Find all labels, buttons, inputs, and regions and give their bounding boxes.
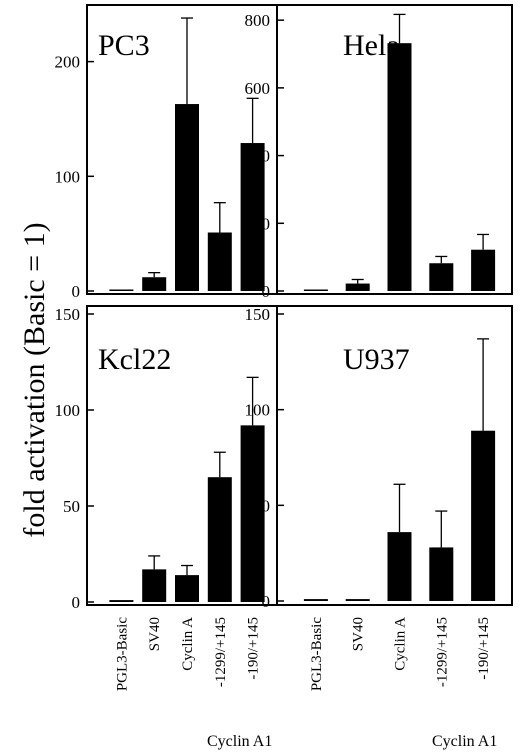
y-tick-label: 200 (245, 214, 271, 233)
y-tick-label: 100 (55, 401, 81, 420)
bar (429, 263, 454, 291)
panel-title: U937 (343, 343, 410, 376)
x-tick-label: -1299/+145 (434, 617, 450, 687)
x-tick-label: Cyclin A (180, 617, 196, 671)
x-tick-label: PGL3-Basic (114, 617, 130, 692)
y-tick-label: 800 (245, 11, 271, 30)
y-tick-label: 0 (262, 592, 271, 611)
y-tick-label: 150 (55, 305, 81, 324)
y-tick-label: 50 (63, 497, 80, 516)
chart-panel-pc3: 0 100 200 PC3 (55, 4, 278, 301)
y-tick-label: 400 (245, 147, 271, 166)
bar (345, 599, 370, 601)
panel-title: Kcl22 (98, 343, 171, 376)
y-tick-label: 200 (55, 53, 81, 72)
bar (207, 232, 232, 291)
bar (471, 430, 496, 601)
panel-frame (276, 4, 513, 295)
y-tick-label: 100 (245, 401, 271, 420)
bar (429, 547, 454, 601)
panel-title: PC3 (98, 29, 150, 62)
panel-frame (276, 305, 513, 606)
bar (109, 289, 134, 291)
y-tick-label: 150 (245, 305, 271, 324)
y-tick-label: 0 (72, 593, 81, 612)
x-axis-labels: PGL3-Basic SV40 Cyclin A -1299/+145 -190/+14… (114, 617, 497, 750)
x-tick-label: SV40 (147, 617, 163, 651)
x-tick-label: SV40 (351, 617, 367, 651)
y-tick-label: 100 (55, 167, 81, 186)
x-tick-label: -1299/+145 (213, 617, 229, 687)
bar (142, 277, 167, 291)
x-tick-label: -190/+145 (246, 617, 262, 680)
bar (109, 600, 134, 602)
x-tick-label: -190/+145 (476, 617, 492, 680)
bar (240, 425, 265, 602)
y-tick-label: 50 (253, 496, 270, 515)
y-tick-label: 0 (262, 282, 271, 301)
bar (345, 283, 370, 291)
group-label-cyclin-a1: Cyclin A1 (432, 733, 497, 750)
bar (303, 599, 328, 601)
bar (387, 532, 412, 601)
bar (207, 477, 232, 602)
chart-panel-kcl22: 0 50 100 150 Kcl22 (55, 305, 278, 612)
x-tick-label: Cyclin A (393, 617, 409, 671)
bar (175, 104, 199, 291)
y-tick-label: 0 (72, 282, 81, 301)
chart-panel-u937: 0 50 100 150 U937 (245, 305, 513, 611)
bar (175, 575, 199, 602)
bar (303, 289, 328, 291)
y-tick-label: 600 (245, 79, 271, 98)
bar (471, 249, 496, 291)
group-label-cyclin-a1: Cyclin A1 (207, 733, 272, 750)
y-axis-label: fold activation (Basic = 1) (18, 222, 51, 537)
bar (387, 43, 412, 291)
x-tick-label: PGL3-Basic (309, 617, 325, 692)
bar (142, 569, 167, 602)
panels: 0100200PC30200400600800Hela050100150Kcl2… (55, 4, 513, 612)
bar (240, 143, 265, 291)
